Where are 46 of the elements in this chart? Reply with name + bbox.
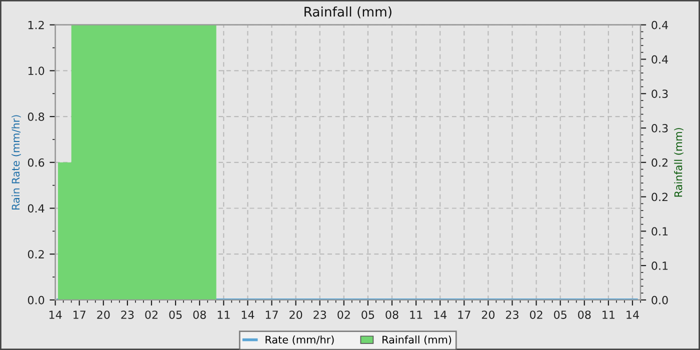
x-tick-label: 02: [530, 310, 542, 319]
y-tick-label: 0.0: [28, 296, 44, 304]
y2-tick-label: 0.2: [652, 192, 668, 202]
x-tick-label: 11: [218, 310, 230, 319]
y2-axis-title: Rainfall (mm): [674, 128, 684, 197]
y-tick-label: 1.0: [28, 66, 44, 76]
x-tick-label: 14: [434, 310, 447, 319]
y2-tick-label: 0.1: [652, 227, 668, 236]
x-tick-label: 23: [121, 310, 134, 319]
x-tick-label: 11: [410, 310, 422, 319]
x-tick-label: 20: [97, 310, 110, 319]
x-tick-label: 14: [49, 310, 62, 319]
y2-tick-label: 0.2: [652, 158, 668, 167]
x-tick-label: 20: [290, 310, 302, 319]
x-tick-label: 17: [266, 310, 278, 319]
y-axis-title: Rain Rate (mm/hr): [12, 115, 21, 210]
legend-label: Rate (mm/hr): [266, 336, 334, 345]
y2-tick-label: 0.3: [652, 124, 668, 132]
y-tick-label: 1.2: [28, 20, 44, 30]
x-tick-label: 08: [193, 310, 206, 319]
legend-label: Rainfall (mm): [382, 336, 452, 345]
y-tick-label: 0.6: [28, 158, 44, 167]
y2-tick-label: 0.1: [652, 262, 668, 270]
x-tick-label: 20: [482, 310, 495, 319]
y-tick-label: 0.2: [28, 250, 44, 258]
x-tick-label: 05: [362, 310, 374, 319]
y-tick-label: 0.4: [28, 204, 44, 213]
x-tick-label: 23: [506, 310, 518, 319]
x-tick-label: 05: [554, 310, 566, 319]
y2-tick-label: 0.4: [652, 20, 668, 30]
y2-tick-label: 0.3: [652, 90, 668, 98]
y2-tick-label: 0.0: [652, 296, 668, 304]
x-tick-label: 17: [458, 310, 470, 319]
x-tick-label: 14: [242, 310, 254, 319]
x-tick-label: 08: [386, 310, 398, 319]
x-tick-label: 11: [602, 310, 614, 319]
y2-tick-label: 0.4: [652, 55, 668, 64]
chart-title: Rainfall (mm): [304, 6, 392, 18]
x-tick-label: 17: [74, 310, 86, 319]
x-tick-label: 05: [169, 310, 182, 319]
x-tick-label: 02: [338, 310, 350, 319]
x-tick-label: 08: [578, 310, 591, 319]
x-tick-label: 23: [314, 310, 326, 319]
x-tick-label: 02: [145, 310, 158, 319]
x-tick-label: 14: [626, 310, 639, 319]
y-tick-label: 0.8: [28, 112, 44, 121]
